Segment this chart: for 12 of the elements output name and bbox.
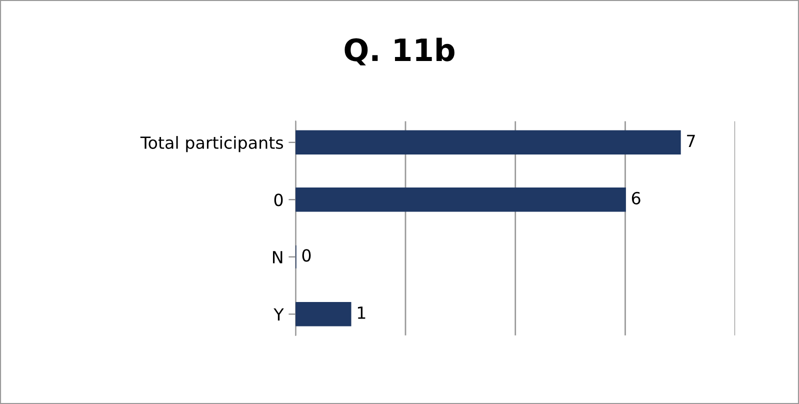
chart-title: Q. 11b: [344, 38, 454, 66]
y-tick-label: 0: [274, 194, 283, 206]
data-label: 1: [358, 306, 366, 319]
y-tick-label: Y: [274, 308, 284, 320]
data-label: 7: [687, 134, 695, 147]
y-tick-label: N: [272, 251, 282, 264]
data-label: 0: [302, 249, 311, 262]
y-tick-label: Total participants: [140, 136, 284, 152]
bar: [296, 130, 681, 155]
bar: [296, 187, 626, 212]
data-label: 6: [632, 192, 640, 204]
bar: [296, 302, 352, 326]
